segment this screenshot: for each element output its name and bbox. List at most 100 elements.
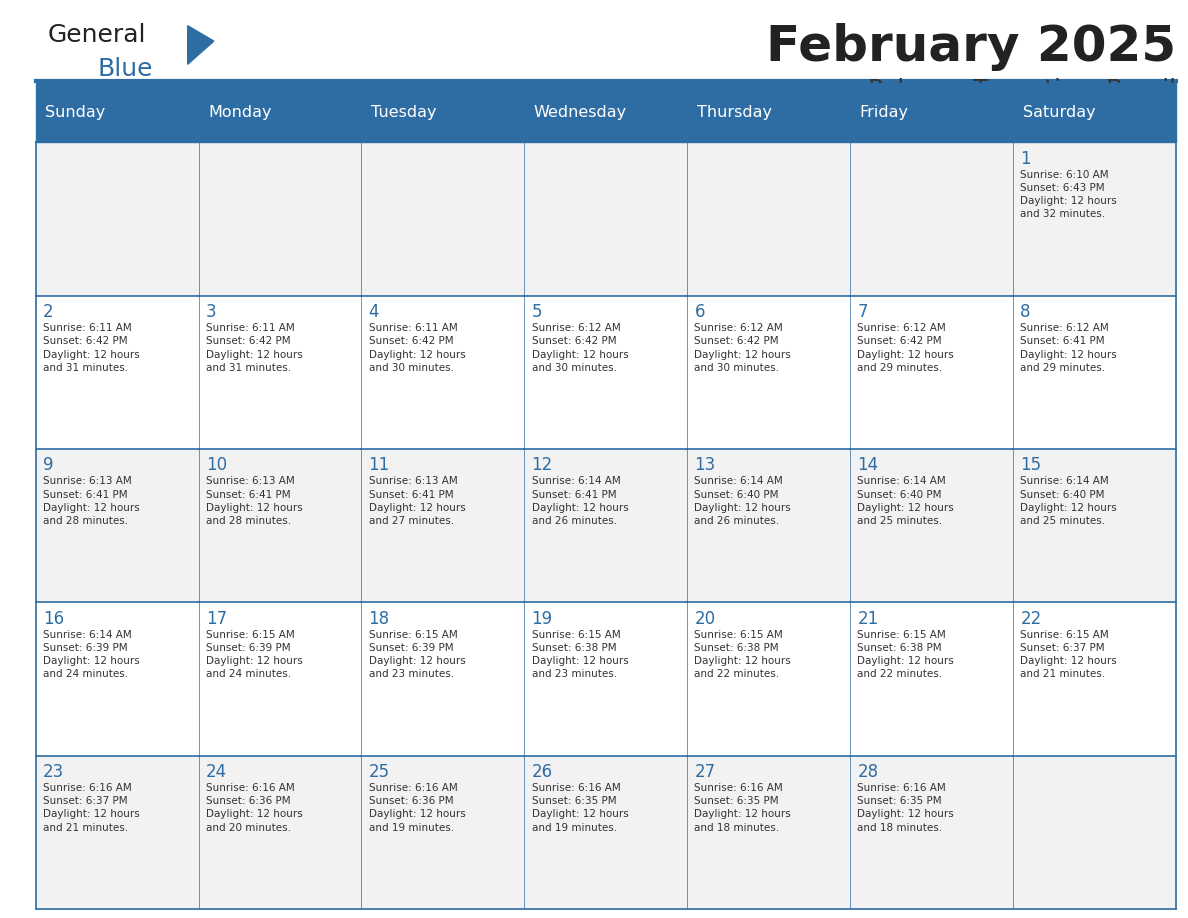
Text: Sunrise: 6:16 AM
Sunset: 6:35 PM
Daylight: 12 hours
and 19 minutes.: Sunrise: 6:16 AM Sunset: 6:35 PM Dayligh… bbox=[531, 783, 628, 833]
Text: 23: 23 bbox=[43, 763, 64, 781]
Text: Sunrise: 6:15 AM
Sunset: 6:39 PM
Daylight: 12 hours
and 24 minutes.: Sunrise: 6:15 AM Sunset: 6:39 PM Dayligh… bbox=[206, 630, 303, 679]
Text: 27: 27 bbox=[695, 763, 715, 781]
Bar bbox=[688, 602, 851, 756]
Text: February 2025: February 2025 bbox=[766, 23, 1176, 71]
Bar bbox=[1013, 142, 1176, 296]
Text: Sunday: Sunday bbox=[45, 105, 106, 120]
Text: Sunrise: 6:14 AM
Sunset: 6:40 PM
Daylight: 12 hours
and 26 minutes.: Sunrise: 6:14 AM Sunset: 6:40 PM Dayligh… bbox=[695, 476, 791, 526]
Text: 22: 22 bbox=[1020, 610, 1042, 628]
Text: Sunrise: 6:10 AM
Sunset: 6:43 PM
Daylight: 12 hours
and 32 minutes.: Sunrise: 6:10 AM Sunset: 6:43 PM Dayligh… bbox=[1020, 170, 1117, 219]
Text: Sunrise: 6:15 AM
Sunset: 6:39 PM
Daylight: 12 hours
and 23 minutes.: Sunrise: 6:15 AM Sunset: 6:39 PM Dayligh… bbox=[368, 630, 466, 679]
Text: Sunrise: 6:14 AM
Sunset: 6:40 PM
Daylight: 12 hours
and 25 minutes.: Sunrise: 6:14 AM Sunset: 6:40 PM Dayligh… bbox=[1020, 476, 1117, 526]
Text: 7: 7 bbox=[858, 303, 868, 321]
Text: Saturday: Saturday bbox=[1023, 105, 1095, 120]
Bar bbox=[361, 296, 524, 449]
Text: Sunrise: 6:15 AM
Sunset: 6:37 PM
Daylight: 12 hours
and 21 minutes.: Sunrise: 6:15 AM Sunset: 6:37 PM Dayligh… bbox=[1020, 630, 1117, 679]
Text: 11: 11 bbox=[368, 456, 390, 475]
Bar bbox=[524, 602, 688, 756]
Bar bbox=[36, 142, 198, 296]
Text: 26: 26 bbox=[531, 763, 552, 781]
Text: 10: 10 bbox=[206, 456, 227, 475]
Bar bbox=[524, 142, 688, 296]
Bar bbox=[36, 602, 198, 756]
Text: Sunrise: 6:14 AM
Sunset: 6:40 PM
Daylight: 12 hours
and 25 minutes.: Sunrise: 6:14 AM Sunset: 6:40 PM Dayligh… bbox=[858, 476, 954, 526]
Bar bbox=[198, 756, 361, 909]
Text: 24: 24 bbox=[206, 763, 227, 781]
Bar bbox=[524, 83, 688, 142]
Bar bbox=[851, 756, 1013, 909]
Bar bbox=[36, 296, 198, 449]
Bar bbox=[688, 449, 851, 602]
Text: 14: 14 bbox=[858, 456, 878, 475]
Text: 19: 19 bbox=[531, 610, 552, 628]
Text: Sunrise: 6:16 AM
Sunset: 6:35 PM
Daylight: 12 hours
and 18 minutes.: Sunrise: 6:16 AM Sunset: 6:35 PM Dayligh… bbox=[695, 783, 791, 833]
Bar bbox=[361, 449, 524, 602]
Text: 28: 28 bbox=[858, 763, 878, 781]
Bar bbox=[198, 142, 361, 296]
Text: 20: 20 bbox=[695, 610, 715, 628]
Bar bbox=[688, 83, 851, 142]
Bar bbox=[198, 296, 361, 449]
Text: 5: 5 bbox=[531, 303, 542, 321]
Text: 3: 3 bbox=[206, 303, 216, 321]
Bar bbox=[36, 756, 198, 909]
Text: 21: 21 bbox=[858, 610, 879, 628]
Text: Thursday: Thursday bbox=[697, 105, 772, 120]
Bar bbox=[1013, 602, 1176, 756]
Text: Friday: Friday bbox=[860, 105, 909, 120]
Text: Sunrise: 6:13 AM
Sunset: 6:41 PM
Daylight: 12 hours
and 28 minutes.: Sunrise: 6:13 AM Sunset: 6:41 PM Dayligh… bbox=[43, 476, 139, 526]
Bar bbox=[524, 449, 688, 602]
Bar bbox=[361, 142, 524, 296]
Text: Sunrise: 6:11 AM
Sunset: 6:42 PM
Daylight: 12 hours
and 30 minutes.: Sunrise: 6:11 AM Sunset: 6:42 PM Dayligh… bbox=[368, 323, 466, 373]
Bar bbox=[1013, 83, 1176, 142]
Text: 1: 1 bbox=[1020, 150, 1031, 168]
Bar bbox=[851, 83, 1013, 142]
Bar bbox=[688, 296, 851, 449]
Text: 8: 8 bbox=[1020, 303, 1031, 321]
Text: Sunrise: 6:16 AM
Sunset: 6:36 PM
Daylight: 12 hours
and 20 minutes.: Sunrise: 6:16 AM Sunset: 6:36 PM Dayligh… bbox=[206, 783, 303, 833]
Bar bbox=[851, 142, 1013, 296]
Text: 9: 9 bbox=[43, 456, 53, 475]
Text: Sunrise: 6:14 AM
Sunset: 6:39 PM
Daylight: 12 hours
and 24 minutes.: Sunrise: 6:14 AM Sunset: 6:39 PM Dayligh… bbox=[43, 630, 139, 679]
Text: 4: 4 bbox=[368, 303, 379, 321]
Text: Sunrise: 6:16 AM
Sunset: 6:37 PM
Daylight: 12 hours
and 21 minutes.: Sunrise: 6:16 AM Sunset: 6:37 PM Dayligh… bbox=[43, 783, 139, 833]
Text: Sunrise: 6:11 AM
Sunset: 6:42 PM
Daylight: 12 hours
and 31 minutes.: Sunrise: 6:11 AM Sunset: 6:42 PM Dayligh… bbox=[206, 323, 303, 373]
Text: Sunrise: 6:15 AM
Sunset: 6:38 PM
Daylight: 12 hours
and 23 minutes.: Sunrise: 6:15 AM Sunset: 6:38 PM Dayligh… bbox=[531, 630, 628, 679]
Text: Sunrise: 6:12 AM
Sunset: 6:42 PM
Daylight: 12 hours
and 29 minutes.: Sunrise: 6:12 AM Sunset: 6:42 PM Dayligh… bbox=[858, 323, 954, 373]
Text: Sunrise: 6:15 AM
Sunset: 6:38 PM
Daylight: 12 hours
and 22 minutes.: Sunrise: 6:15 AM Sunset: 6:38 PM Dayligh… bbox=[695, 630, 791, 679]
Bar bbox=[851, 602, 1013, 756]
Text: Sunrise: 6:12 AM
Sunset: 6:42 PM
Daylight: 12 hours
and 30 minutes.: Sunrise: 6:12 AM Sunset: 6:42 PM Dayligh… bbox=[695, 323, 791, 373]
Bar bbox=[688, 142, 851, 296]
Text: 2: 2 bbox=[43, 303, 53, 321]
Text: 13: 13 bbox=[695, 456, 715, 475]
Text: Palmas, Tocantins, Brazil: Palmas, Tocantins, Brazil bbox=[868, 78, 1176, 102]
Text: Monday: Monday bbox=[208, 105, 272, 120]
Bar bbox=[524, 756, 688, 909]
Bar bbox=[198, 449, 361, 602]
Text: Sunrise: 6:16 AM
Sunset: 6:36 PM
Daylight: 12 hours
and 19 minutes.: Sunrise: 6:16 AM Sunset: 6:36 PM Dayligh… bbox=[368, 783, 466, 833]
Text: 12: 12 bbox=[531, 456, 552, 475]
Text: Sunrise: 6:13 AM
Sunset: 6:41 PM
Daylight: 12 hours
and 27 minutes.: Sunrise: 6:13 AM Sunset: 6:41 PM Dayligh… bbox=[368, 476, 466, 526]
Text: Sunrise: 6:12 AM
Sunset: 6:42 PM
Daylight: 12 hours
and 30 minutes.: Sunrise: 6:12 AM Sunset: 6:42 PM Dayligh… bbox=[531, 323, 628, 373]
Bar bbox=[851, 296, 1013, 449]
Bar bbox=[1013, 449, 1176, 602]
Bar bbox=[361, 756, 524, 909]
Text: Sunrise: 6:16 AM
Sunset: 6:35 PM
Daylight: 12 hours
and 18 minutes.: Sunrise: 6:16 AM Sunset: 6:35 PM Dayligh… bbox=[858, 783, 954, 833]
Text: Sunrise: 6:13 AM
Sunset: 6:41 PM
Daylight: 12 hours
and 28 minutes.: Sunrise: 6:13 AM Sunset: 6:41 PM Dayligh… bbox=[206, 476, 303, 526]
Bar bbox=[1013, 756, 1176, 909]
Text: Sunrise: 6:14 AM
Sunset: 6:41 PM
Daylight: 12 hours
and 26 minutes.: Sunrise: 6:14 AM Sunset: 6:41 PM Dayligh… bbox=[531, 476, 628, 526]
Bar bbox=[361, 83, 524, 142]
Bar bbox=[36, 83, 198, 142]
Polygon shape bbox=[188, 26, 214, 64]
Bar bbox=[198, 83, 361, 142]
Bar bbox=[524, 296, 688, 449]
Bar bbox=[688, 756, 851, 909]
Text: General: General bbox=[48, 23, 146, 47]
Bar bbox=[851, 449, 1013, 602]
Text: Tuesday: Tuesday bbox=[371, 105, 436, 120]
Bar bbox=[1013, 296, 1176, 449]
Text: Sunrise: 6:12 AM
Sunset: 6:41 PM
Daylight: 12 hours
and 29 minutes.: Sunrise: 6:12 AM Sunset: 6:41 PM Dayligh… bbox=[1020, 323, 1117, 373]
Text: 18: 18 bbox=[368, 610, 390, 628]
Text: 6: 6 bbox=[695, 303, 704, 321]
Text: Sunrise: 6:15 AM
Sunset: 6:38 PM
Daylight: 12 hours
and 22 minutes.: Sunrise: 6:15 AM Sunset: 6:38 PM Dayligh… bbox=[858, 630, 954, 679]
